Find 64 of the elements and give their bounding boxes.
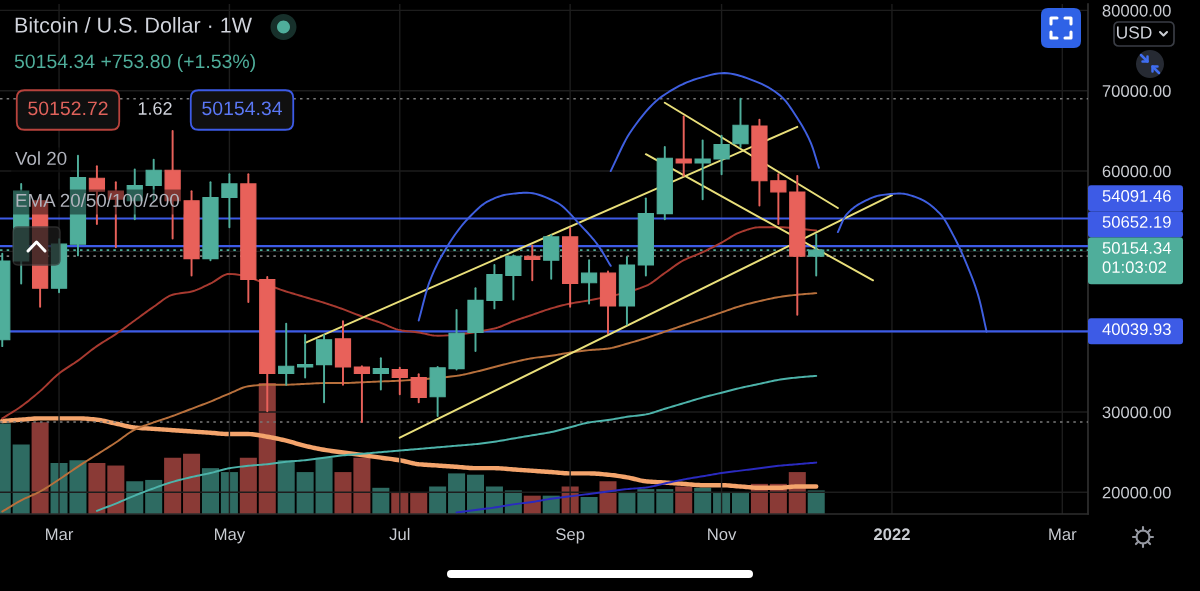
bar <box>713 493 731 514</box>
candlestick <box>221 173 238 229</box>
candlestick <box>372 357 389 391</box>
y-tick-label: 60000.00 <box>1102 165 1171 178</box>
bar <box>164 457 182 514</box>
text: USD <box>1117 26 1152 39</box>
x-tick-label: Nov <box>708 528 737 541</box>
candlestick <box>675 115 692 177</box>
bar <box>618 493 636 514</box>
candlestick <box>353 365 371 424</box>
bar <box>637 489 655 514</box>
x-tick-label: Mar <box>46 528 74 541</box>
candlestick <box>580 259 598 305</box>
bar <box>31 422 49 514</box>
x-tick-label: Jul <box>389 527 410 541</box>
y-tick-label: 70000.00 <box>1102 85 1171 97</box>
bar <box>599 481 617 514</box>
bar <box>656 489 674 514</box>
candlestick <box>694 139 711 201</box>
x-tick-label: Mar <box>1049 528 1077 541</box>
bar <box>315 457 333 514</box>
candlestick <box>296 333 314 379</box>
ref-line-label: 54091.46 <box>1102 190 1171 202</box>
bar <box>107 465 125 514</box>
bar <box>220 472 238 514</box>
candlestick <box>278 322 295 386</box>
y-tick-label: 30000.00 <box>1102 406 1171 419</box>
ref-line-label: 50652.19 <box>1102 216 1171 228</box>
annotation: 50154.34 <box>202 101 282 116</box>
bar <box>448 473 466 514</box>
chart-title: Bitcoin / U.S. Dollar · 1W <box>15 16 252 33</box>
candlestick <box>713 134 730 176</box>
annotation: 50152.72 <box>28 101 108 116</box>
bar <box>391 493 409 514</box>
y-tick-label: 80000.00 <box>1102 4 1171 17</box>
x-tick-label: May <box>215 528 246 544</box>
candlestick <box>732 97 749 148</box>
bar <box>429 486 447 514</box>
bar <box>410 493 428 514</box>
bar <box>372 487 390 514</box>
bar <box>694 487 712 514</box>
ref-line-label: 40039.93 <box>1102 323 1171 336</box>
candlestick <box>410 373 427 404</box>
x-tick-label: Sep <box>556 528 585 544</box>
text: 50154.34 +753.80 (+1.53%) <box>14 53 255 73</box>
y-tick-label: 20000.00 <box>1102 486 1171 499</box>
candlestick <box>770 173 787 226</box>
annotation: 1.62 <box>138 102 172 115</box>
candlestick <box>505 254 522 301</box>
bar <box>88 462 106 514</box>
bar <box>239 457 257 514</box>
bar <box>296 472 314 514</box>
bar <box>183 453 201 514</box>
ref-line-label: 50154.34 01:03:02 <box>1102 242 1172 274</box>
bar <box>201 468 219 514</box>
bar <box>731 493 750 514</box>
bar <box>277 460 295 514</box>
bar <box>675 486 693 514</box>
bar <box>580 496 598 514</box>
bar <box>807 490 825 514</box>
x-tick-label: 2022 <box>873 528 910 541</box>
annotation: Vol 20 <box>15 151 67 166</box>
candlestick <box>391 366 408 396</box>
candlestick <box>524 244 541 282</box>
